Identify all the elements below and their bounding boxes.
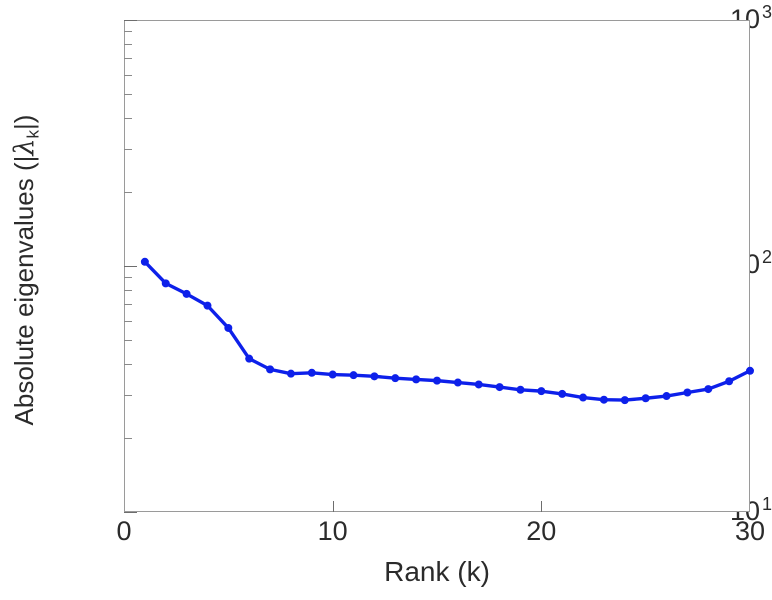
- y-axis-title-suffix: |): [8, 114, 39, 130]
- x-tick-label-10: 10: [317, 516, 348, 546]
- y-tick-exponent: 2: [761, 247, 772, 267]
- y-major-tick: [124, 512, 137, 513]
- y-minor-tick: [124, 394, 132, 396]
- data-point: [579, 393, 588, 402]
- data-point: [328, 370, 337, 379]
- y-major-tick: [124, 266, 137, 267]
- data-point: [537, 387, 546, 396]
- y-minor-tick: [124, 148, 132, 150]
- data-point: [516, 385, 525, 394]
- y-minor-tick: [124, 340, 132, 342]
- y-minor-tick: [124, 58, 132, 60]
- data-point: [641, 394, 650, 403]
- x-tick-label-30: 30: [734, 516, 766, 546]
- data-point: [495, 383, 504, 392]
- x-axis-title: Rank (k): [384, 556, 490, 587]
- y-minor-tick: [124, 289, 132, 291]
- y-minor-tick: [124, 320, 132, 322]
- data-point: [412, 375, 421, 384]
- data-point: [370, 372, 379, 381]
- data-point: [453, 378, 462, 387]
- y-minor-tick: [124, 43, 132, 45]
- data-point: [725, 377, 734, 386]
- data-point: [182, 289, 191, 298]
- y-tick-exponent: 1: [761, 494, 772, 514]
- x-major-tick: [332, 501, 334, 512]
- series-eigenvalue-spectrum: [140, 257, 754, 405]
- data-point: [161, 279, 170, 288]
- x-tick-label-0: 0: [116, 516, 132, 546]
- data-point: [286, 369, 295, 378]
- data-point: [391, 374, 400, 383]
- data-point: [224, 323, 233, 332]
- plot-area: [124, 20, 750, 512]
- y-minor-tick: [124, 94, 132, 96]
- y-tick-exponent: 3: [761, 2, 772, 22]
- lambda-subscript: k: [22, 129, 42, 139]
- data-polyline: [143, 260, 752, 402]
- y-minor-tick: [124, 363, 132, 365]
- data-point: [683, 388, 692, 397]
- data-point: [558, 389, 567, 398]
- data-point: [704, 385, 713, 394]
- x-major-tick: [541, 501, 543, 512]
- y-minor-tick: [124, 74, 132, 76]
- y-axis-title: Absolute eigenvalues (| λk |): [2, 15, 46, 525]
- data-point: [349, 371, 358, 380]
- data-point: [599, 395, 608, 404]
- data-point: [203, 301, 212, 310]
- y-minor-tick: [124, 191, 132, 193]
- y-major-tick: [124, 20, 137, 21]
- data-point: [662, 392, 671, 401]
- data-point: [140, 257, 149, 266]
- y-axis-title-container: Absolute eigenvalues (| λk |): [0, 0, 44, 530]
- data-point: [307, 368, 316, 377]
- y-axis-title-prefix: Absolute eigenvalues (|: [8, 155, 39, 426]
- data-point: [245, 354, 254, 363]
- y-minor-tick: [124, 117, 132, 119]
- data-point: [266, 365, 275, 374]
- y-minor-tick: [124, 31, 132, 33]
- data-point: [746, 366, 754, 375]
- x-tick-label-20: 20: [526, 516, 557, 546]
- lambda-symbol: λk: [8, 129, 42, 156]
- data-point: [474, 380, 483, 389]
- data-markers: [140, 257, 754, 405]
- data-point: [620, 396, 629, 405]
- y-minor-tick: [124, 277, 132, 279]
- y-minor-tick: [124, 437, 132, 439]
- y-minor-tick: [124, 304, 132, 306]
- data-point: [433, 376, 441, 385]
